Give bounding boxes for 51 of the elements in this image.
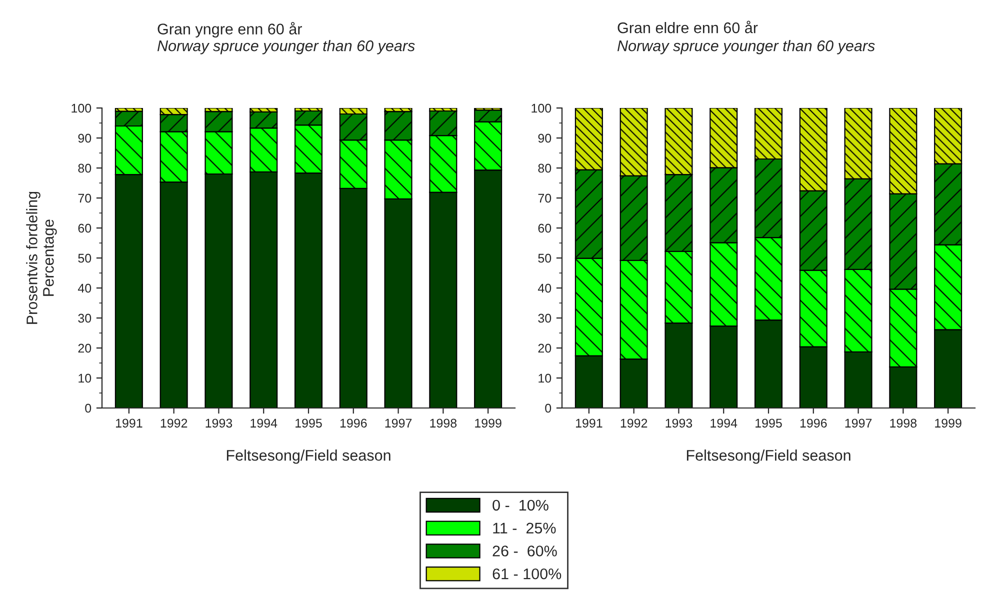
legend-label: 61 - 100% [492,568,562,580]
x-tick-label: 1993 [206,418,232,428]
x-tick-label: 1991 [116,418,142,428]
y-tick-label: 50 [538,254,552,263]
x-tick-label: 1994 [710,418,738,428]
x-tick-label: 1999 [475,418,502,428]
y-tick-label: 60 [538,224,552,233]
x-axis-title: Feltsesong/Field season [686,450,850,464]
x-tick-label: 1999 [935,418,962,428]
y-tick-label: 10 [538,374,552,383]
y-tick-label: 70 [78,194,92,203]
x-tick-label: 1994 [250,418,278,428]
legend-label: 11 - 25% [493,522,556,534]
y-tick-label: 40 [538,284,552,293]
x-tick-label: 1992 [620,418,648,428]
y-tick-label: 10 [78,374,92,383]
x-tick-label: 1998 [430,418,457,428]
y-tick-label: 30 [78,314,92,323]
x-tick-label: 1996 [800,418,827,428]
x-tick-label: 1997 [845,418,872,428]
y-tick-label: 80 [538,164,552,173]
chart-title: Gran yngre enn 60 år [158,22,302,38]
y-tick-label: 0 [545,404,552,413]
y-tick-label: 20 [538,344,552,353]
x-tick-label: 1997 [385,418,412,428]
y-tick-label: 0 [85,404,92,413]
chart-title: Gran eldre enn 60 år [618,20,758,34]
legend-label: 26 - 60% [492,546,557,556]
y-axis-title: Prosentvis fordeling Percentage [26,192,57,324]
y-tick-label: 30 [538,314,552,323]
x-tick-label: 1993 [666,418,692,428]
y-tick-label: 80 [78,164,92,173]
chart-subtitle: Norway spruce younger than 60 years [157,40,415,54]
chart-subtitle: Norway spruce younger than 60 years [617,40,875,54]
x-axis-title: Feltsesong/Field season [226,450,390,464]
y-tick-label: 100 [72,104,92,113]
y-tick-label: 70 [538,194,552,203]
y-tick-label: 90 [78,134,92,143]
y-tick-label: 50 [78,254,92,263]
x-tick-label: 1995 [756,418,782,428]
y-tick-label: 20 [78,344,92,353]
y-tick-label: 40 [78,284,92,293]
legend-label: 0 - 10% [492,500,548,511]
x-tick-label: 1998 [890,418,917,428]
y-tick-label: 60 [78,224,92,233]
x-tick-label: 1996 [340,418,367,428]
y-tick-label: 100 [532,104,552,113]
y-tick-label: 90 [538,134,552,143]
x-tick-label: 1995 [296,418,322,428]
x-tick-label: 1991 [576,418,602,428]
x-tick-label: 1992 [160,418,188,428]
